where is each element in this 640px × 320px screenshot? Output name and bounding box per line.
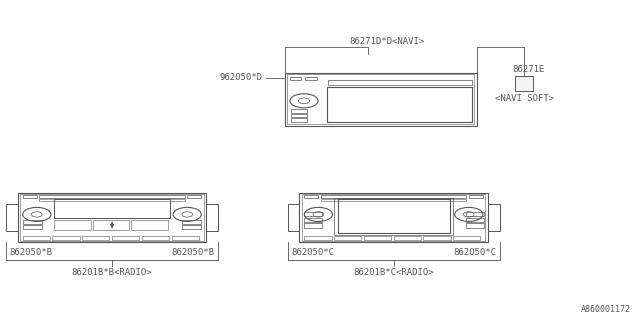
- Bar: [321, 195, 466, 198]
- Bar: [285, 73, 477, 126]
- Bar: [17, 193, 206, 243]
- Bar: [321, 199, 466, 201]
- Bar: [182, 225, 201, 229]
- Bar: [206, 204, 218, 231]
- Text: ▲: ▲: [110, 221, 114, 226]
- Bar: [172, 236, 198, 241]
- Bar: [54, 220, 91, 230]
- Bar: [93, 220, 129, 230]
- Bar: [290, 77, 301, 80]
- Bar: [6, 204, 17, 231]
- Bar: [305, 236, 332, 241]
- Bar: [335, 197, 453, 235]
- Bar: [338, 199, 449, 234]
- Bar: [23, 225, 42, 229]
- Bar: [394, 236, 421, 241]
- Bar: [364, 236, 391, 241]
- Bar: [466, 218, 484, 222]
- Text: 862050*B: 862050*B: [172, 248, 215, 257]
- Text: 962050*D: 962050*D: [220, 73, 262, 82]
- Bar: [23, 220, 42, 224]
- Bar: [187, 195, 201, 198]
- Bar: [82, 236, 109, 241]
- Bar: [52, 236, 79, 241]
- Text: 86201B*C<RADIO>: 86201B*C<RADIO>: [353, 268, 434, 277]
- Text: 862050*C: 862050*C: [453, 248, 497, 257]
- Bar: [40, 195, 184, 198]
- Text: 86201B*B<RADIO>: 86201B*B<RADIO>: [72, 268, 152, 277]
- Bar: [453, 236, 480, 241]
- Bar: [131, 220, 168, 230]
- Bar: [20, 194, 204, 241]
- Text: 862050*C: 862050*C: [291, 248, 334, 257]
- Bar: [23, 236, 50, 241]
- Bar: [424, 236, 451, 241]
- Bar: [488, 204, 499, 231]
- Text: ▼: ▼: [110, 224, 114, 229]
- Bar: [334, 236, 362, 241]
- Text: 862050*B: 862050*B: [9, 248, 52, 257]
- Bar: [291, 114, 307, 117]
- Bar: [466, 223, 484, 228]
- Bar: [515, 76, 533, 91]
- Bar: [300, 193, 488, 243]
- Bar: [112, 236, 140, 241]
- Bar: [287, 74, 474, 124]
- Bar: [40, 199, 184, 201]
- Bar: [304, 218, 322, 222]
- Bar: [304, 223, 322, 228]
- Bar: [23, 195, 36, 198]
- Bar: [54, 198, 170, 218]
- Bar: [466, 212, 484, 216]
- Bar: [327, 87, 472, 123]
- Bar: [142, 236, 169, 241]
- Bar: [291, 118, 307, 122]
- Bar: [468, 195, 483, 198]
- Text: 86271E: 86271E: [512, 65, 544, 74]
- Bar: [304, 212, 322, 216]
- Bar: [291, 109, 307, 113]
- Bar: [305, 195, 319, 198]
- Bar: [302, 194, 485, 241]
- Bar: [288, 204, 300, 231]
- Text: <NAVI SOFT>: <NAVI SOFT>: [495, 94, 554, 103]
- Bar: [305, 77, 317, 80]
- Bar: [182, 220, 201, 224]
- Text: 86271D*D<NAVI>: 86271D*D<NAVI>: [349, 36, 425, 46]
- Text: A860001172: A860001172: [580, 305, 630, 314]
- Bar: [328, 81, 472, 85]
